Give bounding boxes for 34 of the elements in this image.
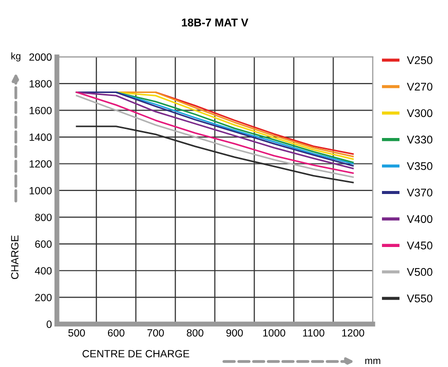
x-tick-label: 900 (226, 329, 243, 337)
x-tick-label: 1100 (303, 329, 324, 337)
legend-label: V400 (406, 215, 432, 223)
y-tick-label: 400 (34, 267, 52, 275)
chart-title: 18B-7 MAT V (182, 18, 248, 26)
legend-label: V550 (406, 294, 432, 302)
x-tick-label: 500 (68, 329, 85, 337)
y-tick-label: 0 (46, 320, 52, 328)
y-axis-title: CHARGE (11, 235, 18, 280)
x-tick-label: 600 (108, 329, 124, 337)
y-tick-label: 1000 (30, 186, 52, 194)
text: mm (365, 358, 380, 364)
legend-label: V300 (406, 109, 432, 118)
text: kg (11, 52, 20, 62)
y-tick-label: 200 (35, 294, 52, 302)
x-tick-label: 700 (147, 329, 164, 337)
y-tick-label: 1400 (30, 134, 52, 141)
y-tick-label: 800 (35, 214, 52, 222)
legend-label: V250 (406, 56, 432, 64)
legend-label: V370 (406, 188, 432, 196)
x-axis-title: CENTRE DE CHARGE (82, 350, 190, 358)
legend-label: V500 (406, 268, 432, 276)
legend-label: V450 (406, 242, 432, 250)
x-tick-label: 800 (186, 329, 204, 337)
x-tick-label: 1000 (263, 329, 286, 337)
legend-label: V350 (406, 162, 432, 170)
y-tick-label: 1200 (30, 160, 52, 168)
y-tick-label: 1600 (30, 106, 52, 114)
legend-label: V270 (406, 82, 432, 91)
y-tick-label: 2000 (29, 53, 52, 61)
y-tick-label: 1800 (30, 80, 52, 88)
x-tick-label: 1200 (342, 329, 364, 337)
y-tick-label: 600 (35, 240, 52, 248)
legend-label: V330 (406, 136, 432, 144)
